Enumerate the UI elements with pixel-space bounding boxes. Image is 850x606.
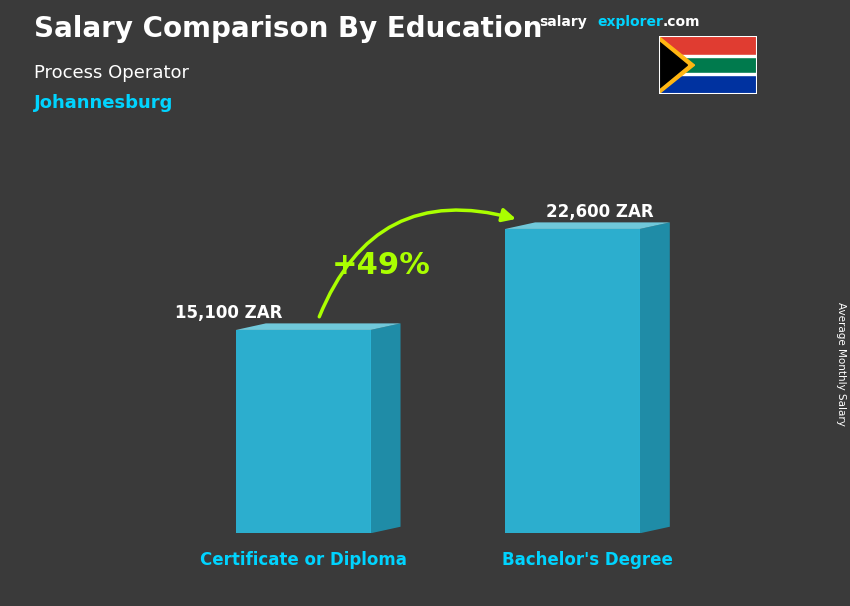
Text: explorer: explorer <box>598 15 663 29</box>
Text: +49%: +49% <box>332 251 430 280</box>
Text: .com: .com <box>662 15 700 29</box>
Bar <box>659 56 756 75</box>
Polygon shape <box>659 36 694 94</box>
Bar <box>659 36 756 65</box>
Text: Certificate or Diploma: Certificate or Diploma <box>200 551 406 570</box>
Text: 15,100 ZAR: 15,100 ZAR <box>175 304 282 322</box>
Text: Johannesburg: Johannesburg <box>34 94 173 112</box>
Bar <box>659 55 756 58</box>
Polygon shape <box>505 229 640 533</box>
Polygon shape <box>659 42 688 88</box>
Text: Salary Comparison By Education: Salary Comparison By Education <box>34 15 542 43</box>
Text: 22,600 ZAR: 22,600 ZAR <box>546 203 654 221</box>
Text: salary: salary <box>540 15 587 29</box>
Text: Process Operator: Process Operator <box>34 64 189 82</box>
Text: Average Monthly Salary: Average Monthly Salary <box>836 302 846 425</box>
Text: Bachelor's Degree: Bachelor's Degree <box>502 551 673 570</box>
Polygon shape <box>505 222 670 229</box>
Polygon shape <box>236 324 400 330</box>
Bar <box>659 73 756 75</box>
Bar <box>659 65 756 94</box>
Polygon shape <box>371 324 400 533</box>
Polygon shape <box>640 222 670 533</box>
Polygon shape <box>236 330 371 533</box>
